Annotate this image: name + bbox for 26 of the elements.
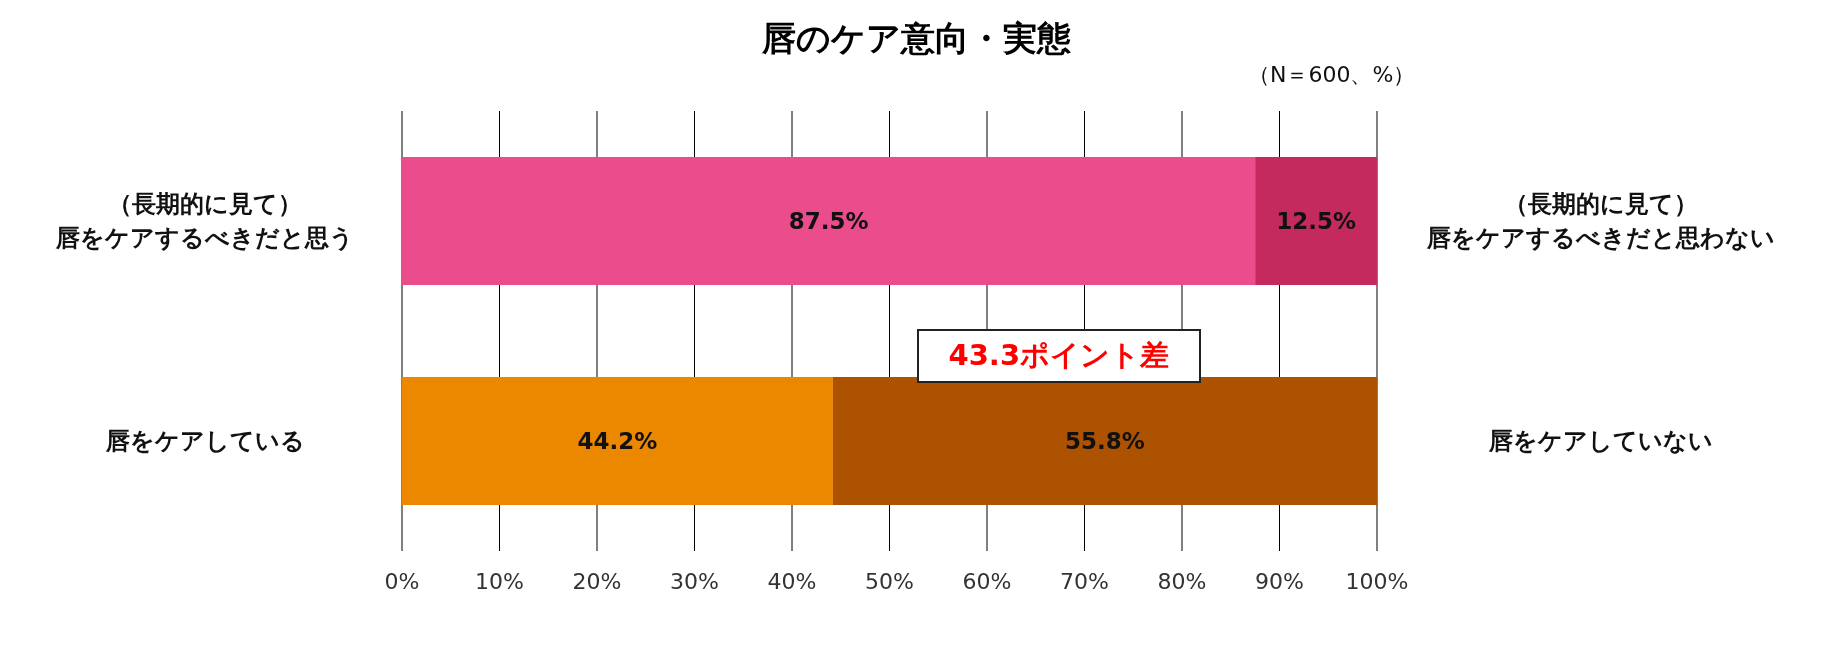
bar — [402, 157, 1256, 285]
x-tick-label: 90% — [1255, 568, 1304, 594]
text: （N＝600、%） — [1248, 61, 1416, 89]
x-tick-label: 100% — [1345, 568, 1409, 594]
x-tick-label: 30% — [670, 568, 719, 594]
x-tick-label: 60% — [962, 568, 1012, 594]
data-label: 87.5% — [788, 208, 869, 235]
bar — [402, 377, 833, 505]
x-tick-label: 50% — [865, 568, 914, 594]
y-tick-label: 唇をケアしている — [104, 427, 305, 456]
bar — [832, 377, 1377, 505]
bar — [1255, 157, 1377, 285]
y-tick-label: （長期的に見て）唇をケアするべきだと思う — [55, 190, 354, 253]
text: 唇をケアしていない — [1487, 427, 1713, 456]
data-label: 44.2% — [577, 428, 658, 455]
x-tick-label: 0% — [384, 568, 420, 594]
x-tick-label: 20% — [572, 568, 622, 594]
data-label: 55.8% — [1065, 428, 1145, 455]
x-tick-label: 80% — [1157, 568, 1207, 594]
x-tick-label: 10% — [475, 568, 524, 594]
annotation: 43.3ポイント差 — [916, 329, 1201, 383]
chart-title: 唇のケア意向・実態 — [760, 17, 1072, 60]
text: （長期的に見て）唇をケアするべきだと思わない — [1425, 190, 1775, 253]
x-tick-label: 40% — [767, 568, 817, 594]
x-tick-label: 70% — [1060, 568, 1109, 594]
data-label: 12.5% — [1276, 208, 1356, 235]
